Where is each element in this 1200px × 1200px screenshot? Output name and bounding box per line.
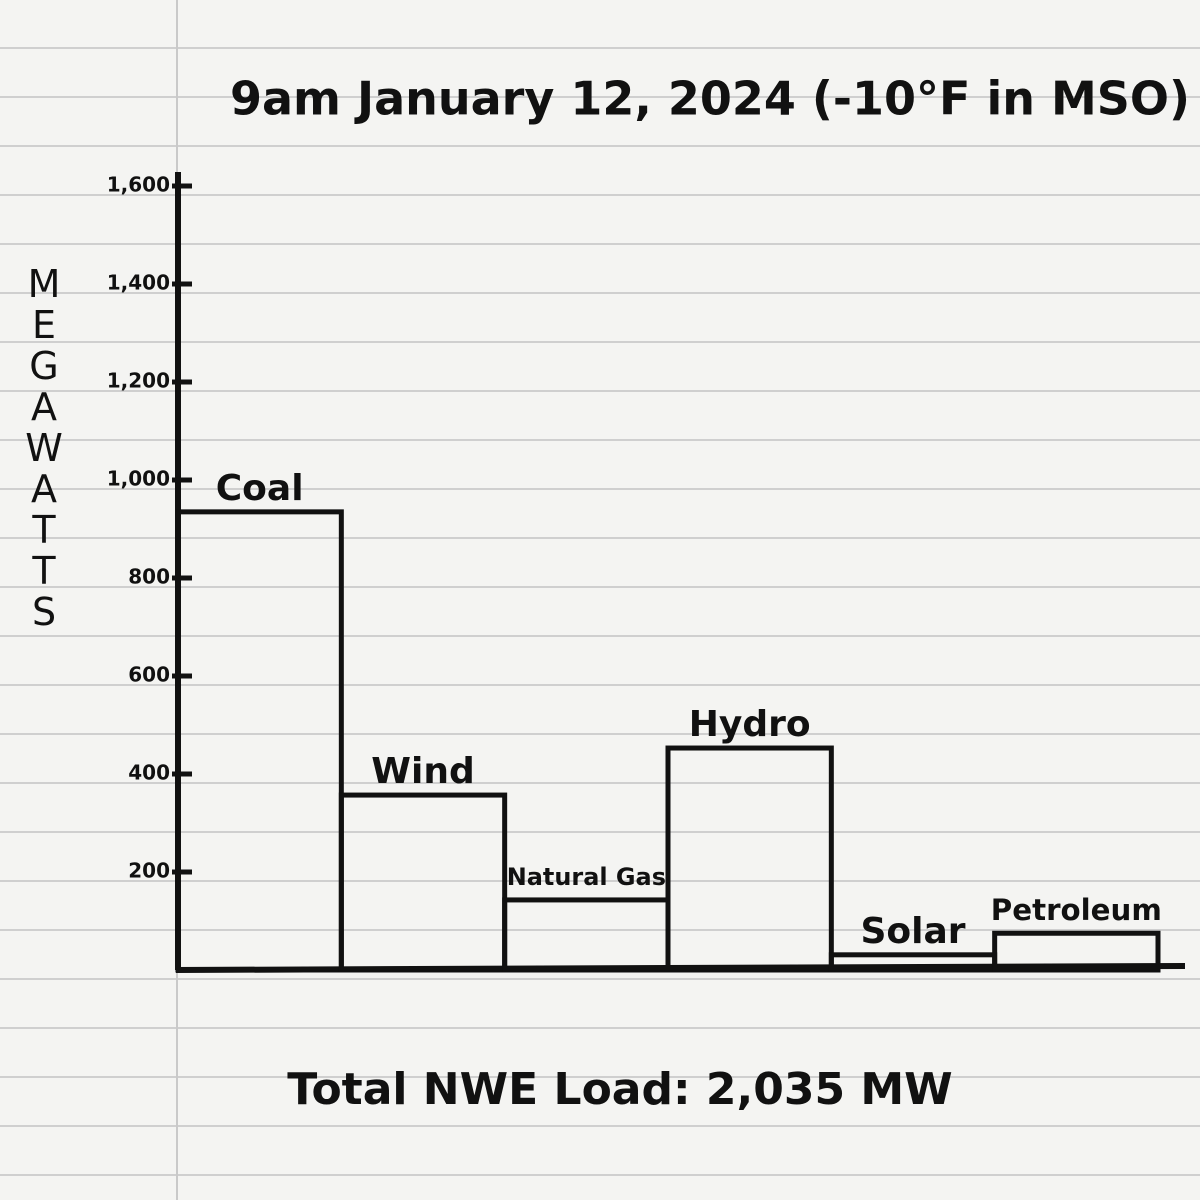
y-axis-label: MEGAWATTS xyxy=(22,262,66,631)
category-label: Wind xyxy=(371,751,474,792)
y-tick-label: 1,000 xyxy=(107,467,170,491)
category-label: Solar xyxy=(860,911,965,952)
chart-title: 9am January 12, 2024 (-10°F in MSO) xyxy=(230,72,1190,126)
y-tick-label: 1,200 xyxy=(107,369,170,393)
bar xyxy=(502,897,671,973)
bar xyxy=(828,952,998,973)
annotation: Total NWE Load: 2,035 MW xyxy=(287,1064,952,1115)
y-tick-label: 400 xyxy=(128,761,170,785)
bar xyxy=(665,745,834,973)
bar xyxy=(175,509,344,973)
category-label: Natural Gas xyxy=(507,863,666,891)
y-tick-label: 600 xyxy=(128,663,170,687)
y-tick-label: 1,400 xyxy=(107,271,170,295)
category-label: Hydro xyxy=(689,704,811,745)
y-tick-label: 1,600 xyxy=(107,173,170,197)
category-label: Petroleum xyxy=(991,893,1162,927)
category-label: Coal xyxy=(216,468,304,509)
y-tick-label: 800 xyxy=(128,565,170,589)
bar xyxy=(992,930,1161,973)
y-tick-label: 200 xyxy=(128,859,170,883)
bar xyxy=(338,792,508,973)
